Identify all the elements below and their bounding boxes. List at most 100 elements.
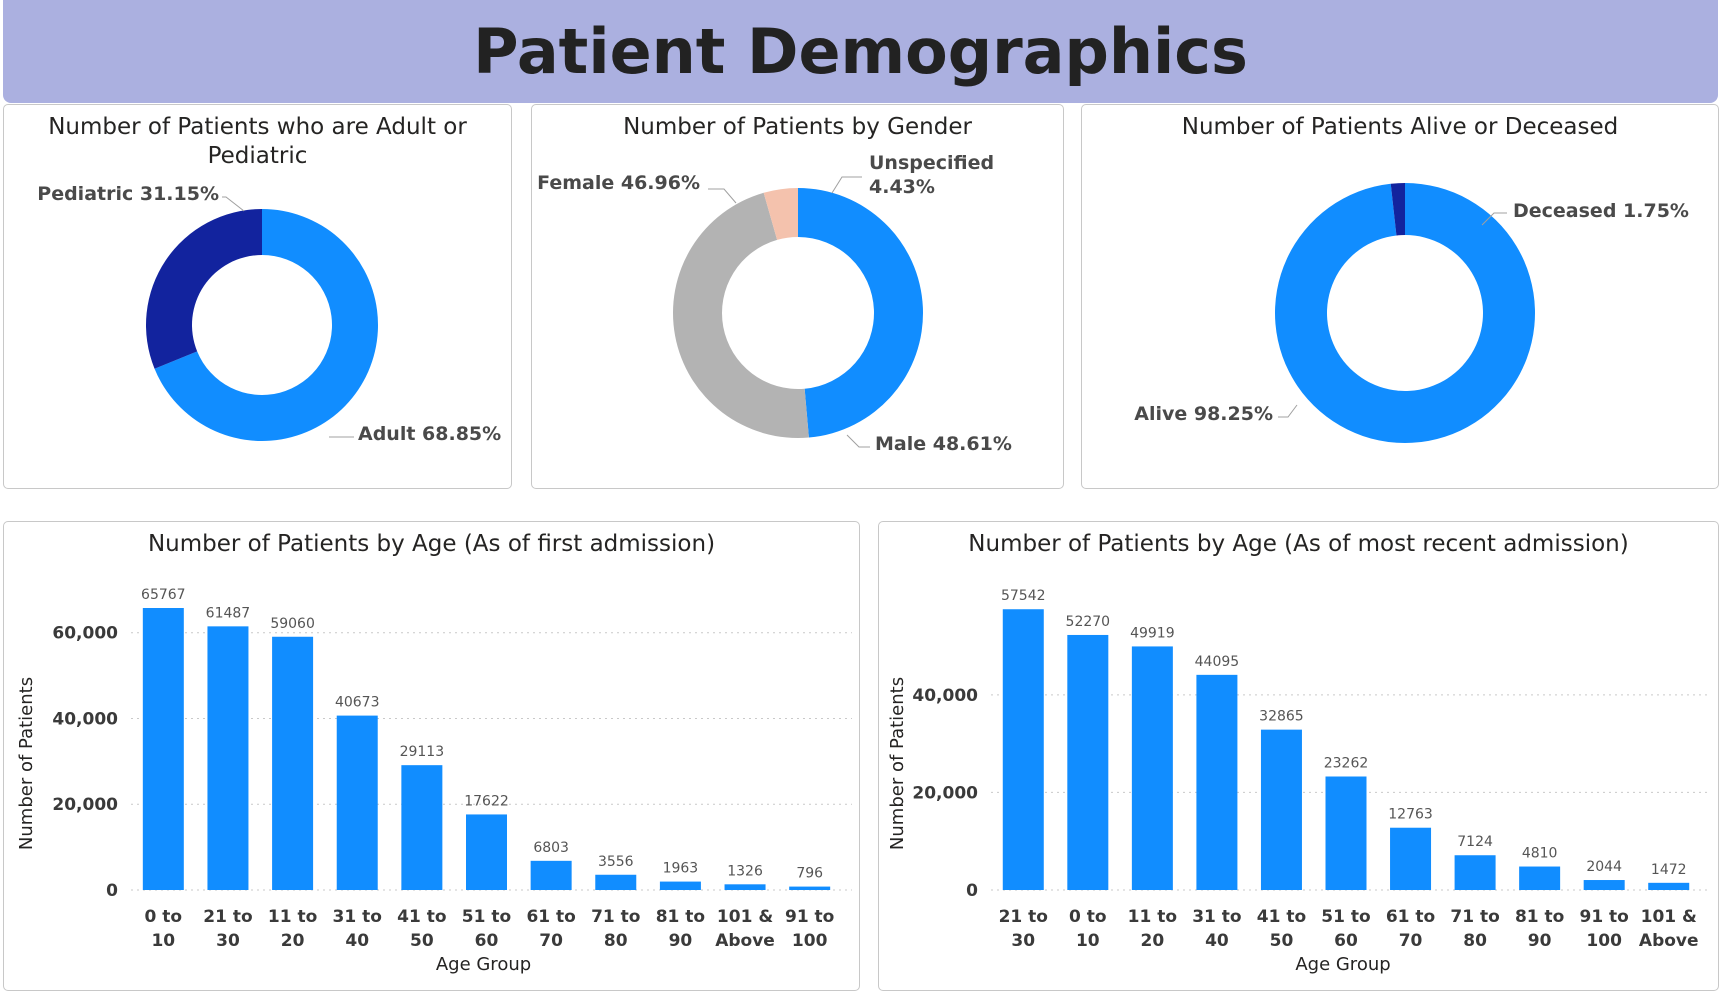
x-tick-label: 41 to (397, 907, 446, 927)
x-tick-label: 71 to (591, 907, 640, 927)
bar[interactable] (1260, 729, 1302, 890)
leader-line (846, 434, 870, 448)
bar[interactable] (1648, 882, 1690, 890)
bar[interactable] (272, 636, 314, 890)
x-tick-label: 101 & (717, 907, 773, 927)
alive-deceased-donut-chart: Alive 98.25% Deceased 1.75% (1134, 183, 1689, 443)
chart-title: Number of Patients by Gender (623, 114, 972, 140)
x-tick-label: 31 to (333, 907, 382, 927)
x-tick-label: 91 to (785, 907, 834, 927)
x-tick-label: 90 (1528, 931, 1552, 951)
bar[interactable] (336, 715, 378, 890)
data-label: 3556 (598, 854, 634, 870)
bar[interactable] (1583, 880, 1625, 890)
x-tick-label: 21 to (999, 907, 1048, 927)
bar[interactable] (142, 607, 184, 890)
data-label: 65767 (141, 587, 186, 603)
x-tick-label: 70 (539, 931, 563, 951)
age-first-admission-bar-chart: 0 20,000 40,000 60,000 65767 0 to 10 61487 21 to… (16, 587, 852, 975)
leader-line (708, 188, 737, 204)
x-tick-label: 60 (475, 931, 499, 951)
x-tick-label: 100 (1586, 931, 1622, 951)
bar[interactable] (1131, 646, 1173, 890)
leader-line (1278, 404, 1298, 418)
adult-pediatric-donut-card[interactable]: Number of Patients who are Adult or Pedi… (3, 104, 512, 489)
y-axis-title: Number of Patients (16, 677, 37, 850)
x-tick-label: 70 (1399, 931, 1423, 951)
x-tick-label: 80 (604, 931, 628, 951)
x-tick-label: 40 (1205, 931, 1229, 951)
bar[interactable] (530, 860, 572, 890)
bar[interactable] (207, 626, 249, 890)
x-tick-label: 61 to (526, 907, 575, 927)
data-label: 796 (796, 866, 823, 882)
y-tick-label: 0 (106, 881, 118, 901)
donut-slice-male[interactable] (798, 188, 924, 438)
bar[interactable] (1002, 609, 1044, 890)
x-tick-label: 51 to (462, 907, 511, 927)
age-recent-admission-card[interactable]: Number of Patients by Age (As of most re… (878, 521, 1719, 991)
data-label: 2044 (1586, 859, 1622, 875)
age-first-admission-card[interactable]: Number of Patients by Age (As of first a… (3, 521, 860, 991)
bar[interactable] (1454, 855, 1496, 890)
x-tick-label: 81 to (1515, 907, 1564, 927)
data-label: 59060 (270, 616, 315, 632)
bar[interactable] (595, 874, 637, 890)
header-banner: Patient Demographics (3, 0, 1718, 103)
y-tick-label: 20,000 (912, 783, 978, 803)
x-tick-label: 100 (792, 931, 828, 951)
x-tick-label: 91 to (1579, 907, 1628, 927)
x-tick-label: 41 to (1257, 907, 1306, 927)
alive-deceased-donut-card[interactable]: Number of Patients Alive or Deceased Ali… (1081, 104, 1719, 489)
chart-title: Number of Patients by Age (As of first a… (147, 531, 716, 557)
slice-label-male: Male 48.61% (875, 433, 1012, 455)
data-label: 7124 (1457, 834, 1493, 850)
data-label: 17622 (464, 793, 509, 809)
x-tick-label: 50 (410, 931, 434, 951)
x-tick-label: 101 & (1641, 907, 1697, 927)
x-tick-label: 81 to (656, 907, 705, 927)
bar[interactable] (401, 765, 443, 890)
x-axis-title: Age Group (1295, 954, 1390, 975)
chart-title: Number of Patients Alive or Deceased (1181, 114, 1619, 140)
donut-slice-female[interactable] (672, 192, 809, 439)
bar[interactable] (1325, 776, 1367, 890)
data-label: 23262 (1324, 755, 1369, 771)
x-tick-label: 0 to (145, 907, 183, 927)
x-tick-label: 90 (669, 931, 693, 951)
bar[interactable] (1519, 866, 1561, 890)
y-tick-label: 20,000 (52, 795, 118, 815)
slice-label-adult: Adult 68.85% (358, 423, 501, 445)
gender-donut-card[interactable]: Number of Patients by Gender Male 48.61%… (531, 104, 1064, 489)
x-tick-label: 0 to (1069, 907, 1107, 927)
bar[interactable] (1390, 827, 1432, 890)
donut-slice-unspecified[interactable] (763, 188, 798, 240)
chart-title: Number of Patients by Age (As of most re… (968, 531, 1629, 557)
donut-slice-adult[interactable] (154, 209, 379, 441)
x-tick-label: 71 to (1450, 907, 1499, 927)
bar[interactable] (466, 814, 507, 890)
data-label: 6803 (533, 840, 569, 856)
x-tick-label: 20 (281, 931, 305, 951)
bar[interactable] (724, 884, 766, 890)
data-label: 12763 (1388, 807, 1433, 823)
bar[interactable] (659, 881, 701, 890)
slice-label-pediatric: Pediatric 31.15% (37, 183, 219, 205)
bar[interactable] (1196, 674, 1238, 890)
bar[interactable] (1067, 634, 1109, 890)
data-label: 1326 (727, 863, 763, 879)
leader-line (831, 176, 862, 194)
bar[interactable] (789, 886, 831, 890)
adult-pediatric-donut-chart: Adult 68.85% Pediatric 31.15% (37, 183, 501, 445)
donut-slice-pediatric[interactable] (146, 209, 262, 369)
age-recent-admission-bar-chart: 0 20,000 40,000 57542 21 to 30 52270 0 to 10 4991… (887, 588, 1711, 975)
y-tick-label: 40,000 (52, 709, 118, 729)
data-label: 40673 (335, 695, 380, 711)
donut-slice-alive[interactable] (1275, 183, 1535, 443)
y-axis-title: Number of Patients (887, 677, 908, 850)
x-tick-label: 50 (1270, 931, 1294, 951)
data-label: 61487 (206, 605, 251, 621)
leader-line (1481, 212, 1507, 226)
donut-slice-deceased[interactable] (1390, 183, 1405, 236)
